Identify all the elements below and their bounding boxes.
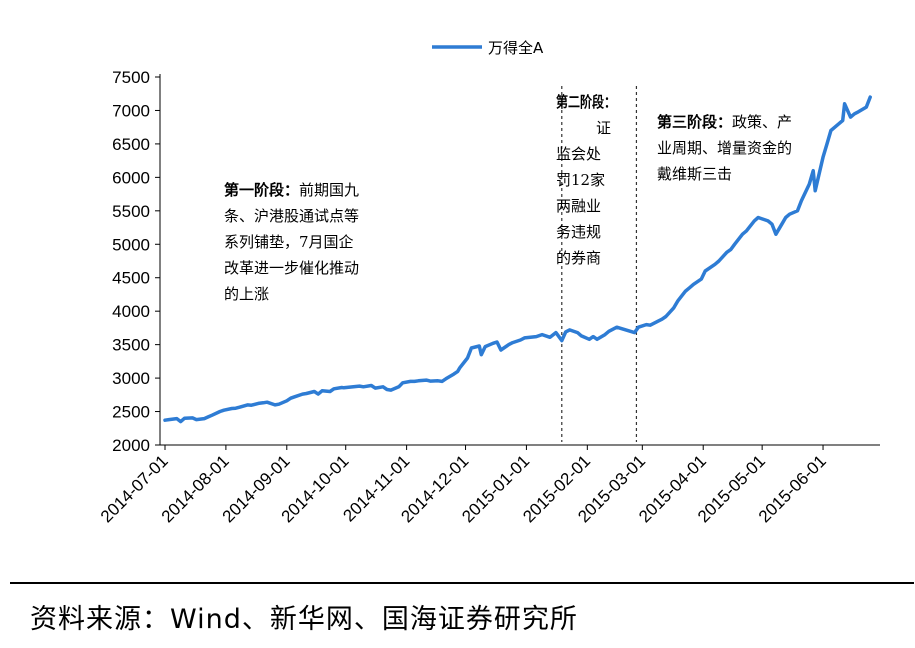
source-note: 资料来源：Wind、新华网、国海证券研究所 [30,604,578,635]
stage-2-line: 监会处 [556,145,601,163]
chart: 2000 2500 3000 3500 4000 4500 5000 5500 6000 6500… [97,39,880,526]
annotation-stage-2: 第二阶段： 证 监会处 罚12家 两融业 务违规 的券商 [556,93,616,267]
stage-3-heading: 第三阶段： [657,113,732,131]
y-tick-label: 2500 [112,403,150,422]
stage-2-line: 罚12家 [556,171,605,189]
stage-1-heading: 第一阶段： [224,181,299,199]
stage-2-line: 证 [596,119,611,137]
svg-text:第一阶段：前期国九: 第一阶段：前期国九 [224,181,359,199]
stage-1-line: 条、沪港股通试点等 [224,207,359,225]
y-tick-label: 3500 [112,336,150,355]
annotation-stage-3: 第三阶段：政策、产 业周期、增量资金的 戴维斯三击 [657,113,792,183]
stage-1-line: 前期国九 [299,181,359,199]
legend: 万得全A [432,39,544,57]
y-tick-label: 4000 [112,302,150,321]
y-axis-ticks: 2000 2500 3000 3500 4000 4500 5000 5500 6000 6500… [112,68,160,455]
y-tick-label: 3000 [112,369,150,388]
stage-2-line: 两融业 [556,197,601,215]
y-tick-label: 6000 [112,168,150,187]
y-tick-label: 5000 [112,235,150,254]
annotation-stage-1: 第一阶段：前期国九 条、沪港股通试点等 系列铺垫，7月国企 改革进一步催化推动 … [224,181,359,303]
stage-1-line: 系列铺垫，7月国企 [224,233,354,251]
stage-3-line: 政策、产 [732,113,792,131]
legend-label: 万得全A [488,39,544,57]
stage-3-line: 戴维斯三击 [657,165,732,183]
stage-2-line: 务违规 [556,223,601,241]
y-tick-label: 4500 [112,269,150,288]
stage-markers [561,86,638,442]
stage-2-line: 的券商 [556,249,601,267]
y-tick-label: 2000 [112,436,150,455]
svg-text:第三阶段：政策、产: 第三阶段：政策、产 [657,113,792,131]
stage-1-line: 改革进一步催化推动 [224,259,359,277]
x-axis-ticks: 2014-07-012014-08-012014-09-012014-10-01… [97,445,830,526]
series-line-wande-all-a [163,95,872,424]
stage-1-line: 的上涨 [224,285,269,303]
y-tick-label: 5500 [112,202,150,221]
y-tick-label: 6500 [112,135,150,154]
stage-2-heading-part: 第二阶段： [556,93,616,111]
y-tick-label: 7000 [112,101,150,120]
source-divider [10,582,914,584]
y-tick-label: 7500 [112,68,150,87]
stage-3-line: 业周期、增量资金的 [657,139,792,157]
